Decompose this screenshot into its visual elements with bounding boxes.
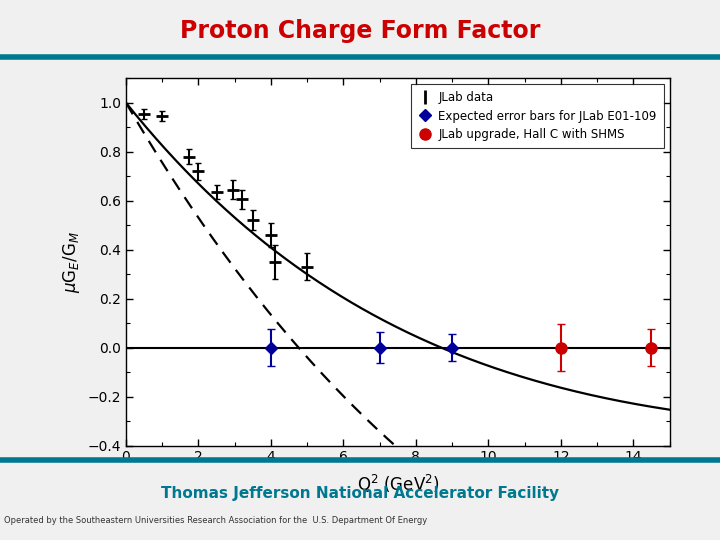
X-axis label: Q$^2$ (GeV$^2$): Q$^2$ (GeV$^2$) bbox=[356, 472, 439, 495]
Text: Operated by the Southeastern Universities Research Association for the  U.S. Dep: Operated by the Southeastern Universitie… bbox=[4, 516, 428, 525]
Text: Proton Charge Form Factor: Proton Charge Form Factor bbox=[180, 19, 540, 43]
Legend: JLab data, Expected error bars for JLab E01-109, JLab upgrade, Hall C with SHMS: JLab data, Expected error bars for JLab … bbox=[411, 84, 664, 148]
Y-axis label: $\mu$G$_E$/G$_M$: $\mu$G$_E$/G$_M$ bbox=[61, 231, 82, 293]
Text: Thomas Jefferson National Accelerator Facility: Thomas Jefferson National Accelerator Fa… bbox=[161, 486, 559, 501]
